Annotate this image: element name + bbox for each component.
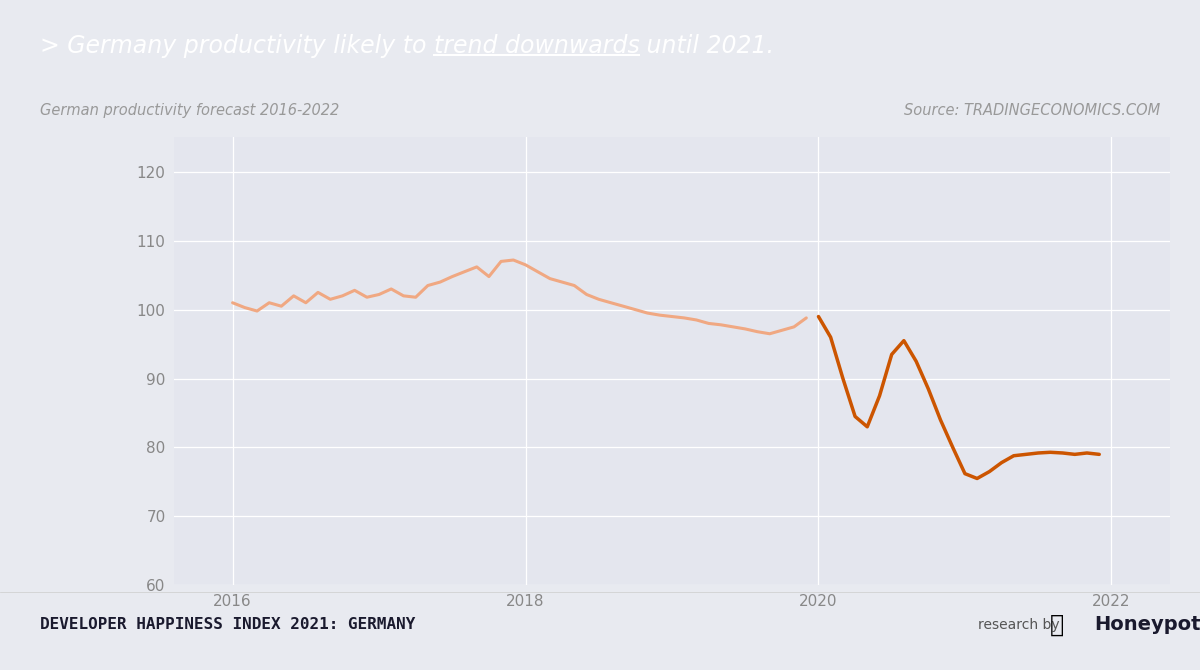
Text: trend downwards: trend downwards [433, 34, 640, 58]
Text: until 2021.: until 2021. [640, 34, 774, 58]
Text: > Germany productivity likely to: > Germany productivity likely to [40, 34, 433, 58]
Text: DEVELOPER HAPPINESS INDEX 2021: GERMANY: DEVELOPER HAPPINESS INDEX 2021: GERMANY [40, 617, 415, 632]
Text: German productivity forecast 2016-2022: German productivity forecast 2016-2022 [40, 103, 338, 118]
Text: 🐝: 🐝 [1050, 613, 1064, 636]
Text: Source: TRADINGECONOMICS.COM: Source: TRADINGECONOMICS.COM [904, 103, 1160, 118]
Text: Honeypot: Honeypot [1094, 615, 1200, 634]
Text: research by: research by [978, 618, 1060, 632]
